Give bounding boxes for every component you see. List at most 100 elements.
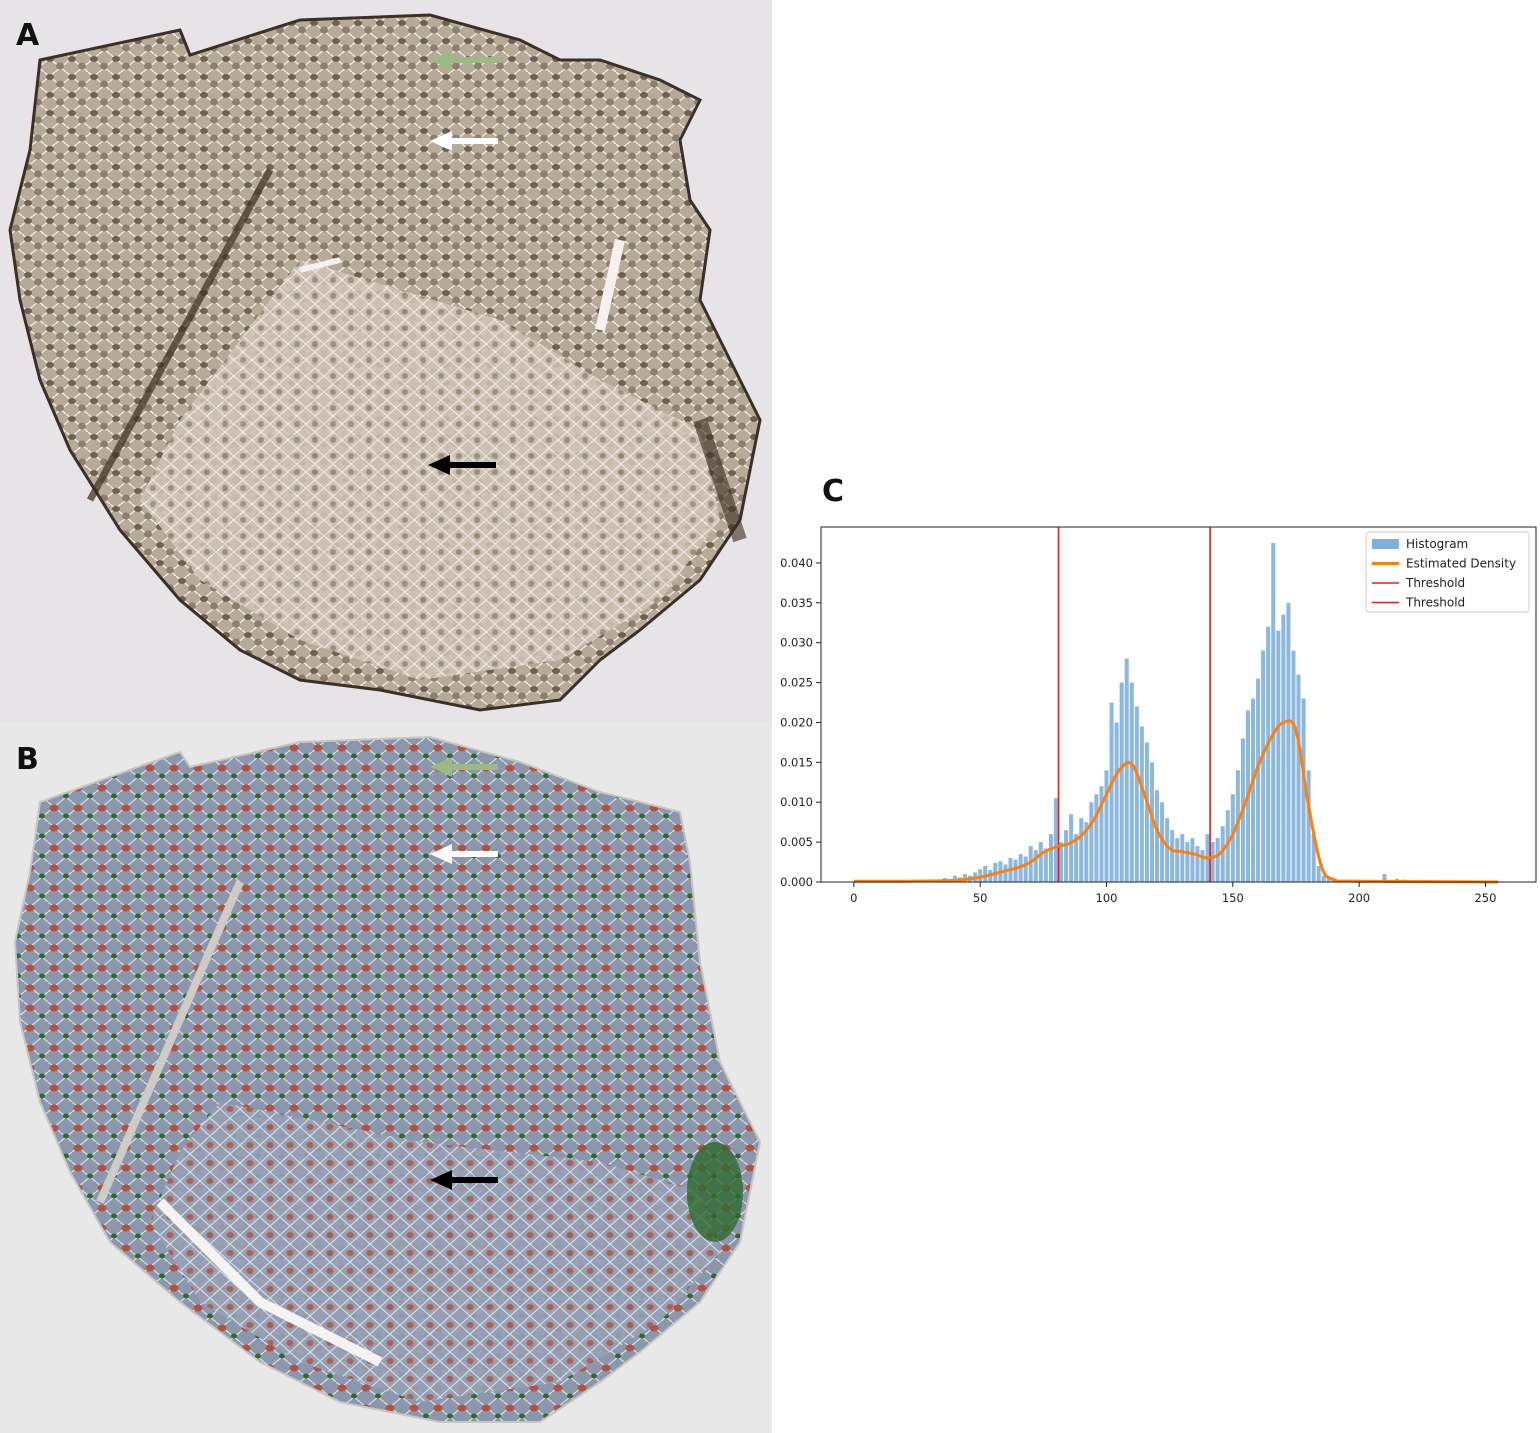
histogram-bar: [1099, 786, 1104, 882]
histogram-bar: [1311, 834, 1316, 882]
y-tick-label: 0.025: [780, 676, 813, 690]
x-axis-ticks: 0 50 100 150 200 250: [850, 882, 1496, 905]
legend: Histogram Estimated Density Threshold Thres…: [1365, 531, 1530, 613]
histogram-bar: [1109, 702, 1114, 882]
histogram-bar: [1266, 626, 1271, 882]
histogram-bar: [1296, 674, 1301, 882]
histogram-bar: [1251, 698, 1256, 882]
histogram-bar: [1165, 818, 1170, 882]
legend-symbol-histogram: [1372, 539, 1399, 549]
histogram-bar: [1271, 542, 1276, 882]
histogram-bar: [1114, 722, 1119, 882]
panel-b-label: B: [16, 742, 39, 777]
histogram-bar: [1043, 848, 1048, 882]
histogram-bar: [1321, 875, 1326, 882]
histogram-bar: [1003, 864, 1008, 882]
histogram-bar: [1084, 822, 1089, 882]
histogram-bar: [1306, 770, 1311, 882]
legend-box: [1365, 531, 1530, 613]
green-arrow: [430, 50, 498, 70]
histogram-bar: [1144, 742, 1149, 882]
histogram-bar: [1028, 846, 1033, 882]
histogram-bar: [962, 874, 968, 882]
histogram-bar: [1215, 838, 1220, 882]
histogram-bar: [1155, 790, 1160, 882]
y-tick-label: 0.020: [780, 715, 813, 729]
panel-b-classified-section: B: [0, 722, 772, 1433]
histogram-bar: [1013, 859, 1018, 882]
histogram-bar: [1200, 850, 1205, 882]
histogram-bar: [1058, 842, 1064, 882]
histogram-bar: [1190, 838, 1195, 882]
classified-tissue-image: [13, 735, 762, 1423]
stained-tissue-image: [8, 13, 762, 712]
x-tick-label: 200: [1348, 891, 1370, 905]
legend-entry-label: Histogram: [1406, 537, 1468, 551]
histogram-bar: [1276, 630, 1281, 882]
panel-a-stained-section: A: [0, 0, 772, 722]
histogram-bars: [942, 542, 1407, 882]
y-tick-label: 0.010: [780, 795, 813, 809]
histogram-bar: [1064, 830, 1069, 882]
histogram-bar: [978, 869, 983, 882]
histogram-bar: [1256, 678, 1261, 882]
histogram-bar: [1180, 834, 1185, 882]
x-tick-label: 0: [850, 891, 857, 905]
histogram-bar: [1104, 770, 1109, 882]
histogram-bar: [1134, 706, 1139, 882]
histogram-bar: [1119, 682, 1124, 882]
black-arrow: [428, 455, 496, 475]
histogram-bar: [1170, 830, 1175, 882]
histogram-bar: [1074, 834, 1079, 882]
histogram-bar: [1195, 846, 1200, 882]
y-tick-label: 0.000: [780, 875, 813, 889]
y-tick-label: 0.015: [780, 755, 813, 769]
y-tick-label: 0.035: [780, 596, 813, 610]
histogram-bar: [1139, 726, 1144, 882]
white-arrow: [430, 131, 498, 151]
histogram-bar: [1326, 878, 1331, 882]
legend-entry-label: Threshold: [1405, 576, 1465, 590]
legend-entry-label: Threshold: [1405, 596, 1465, 610]
threshold-lines: [1057, 527, 1211, 882]
density-curve: [853, 719, 1499, 884]
panel-a-label: A: [16, 18, 40, 53]
histogram-bar: [1149, 762, 1154, 882]
histogram-bar: [1094, 794, 1099, 882]
histogram-chart: 0 50 100 150 200 250 0.000 0.005 0.010 0.015 0.02…: [770, 520, 1540, 910]
green-arrow: [430, 757, 498, 777]
histogram-bar: [1079, 818, 1084, 882]
histogram-bar: [1124, 658, 1129, 882]
histogram-bar: [1175, 838, 1180, 882]
histogram-bar: [1210, 842, 1215, 882]
histogram-bar: [1301, 698, 1306, 882]
histogram-bar: [1185, 842, 1190, 882]
histogram-bar: [1023, 856, 1028, 882]
x-tick-label: 150: [1222, 891, 1244, 905]
x-tick-label: 100: [1096, 891, 1118, 905]
histogram-bar: [1291, 650, 1296, 882]
y-tick-label: 0.005: [780, 835, 813, 849]
histogram-bar: [1038, 842, 1043, 882]
histogram-bar: [1286, 602, 1291, 882]
histogram-bar: [1281, 614, 1286, 882]
histogram-bar: [1220, 826, 1225, 882]
legend-entry-label: Estimated Density: [1406, 557, 1516, 571]
plot-frame: [820, 526, 1537, 883]
histogram-bar: [1261, 650, 1266, 882]
y-tick-label: 0.040: [780, 556, 813, 570]
y-axis-ticks: 0.000 0.005 0.010 0.015 0.020 0.025 0.030 0.035…: [780, 556, 821, 889]
x-tick-label: 50: [973, 891, 988, 905]
histogram-bar: [1069, 814, 1074, 882]
histogram-bar: [1382, 874, 1387, 882]
histogram-bar: [1230, 794, 1235, 882]
histogram-bar: [1048, 834, 1053, 882]
histogram-bar: [983, 866, 988, 882]
histogram-bar: [1053, 798, 1058, 882]
histogram-bar: [1089, 802, 1094, 882]
panel-c-label: C: [822, 474, 845, 509]
histogram-bar: [1033, 850, 1038, 882]
y-tick-label: 0.030: [780, 636, 813, 650]
histogram-chart-svg: 0 50 100 150 200 250 0.000 0.005 0.010 0.015 0.02…: [780, 526, 1537, 905]
histogram-bar: [952, 875, 957, 882]
